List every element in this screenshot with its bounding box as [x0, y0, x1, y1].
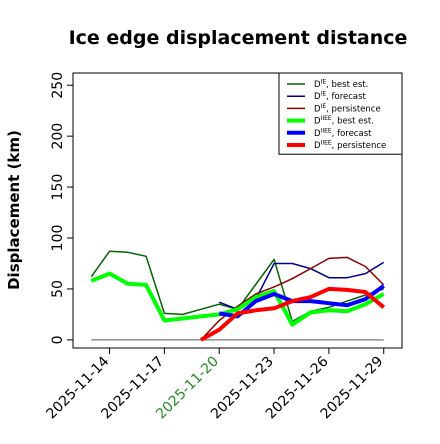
y-tick-label: 100 — [50, 225, 66, 252]
y-tick-label: 0 — [50, 335, 66, 344]
series-line-3 — [90, 271, 385, 327]
legend-label: DIIEE, best est. — [314, 115, 374, 127]
legend-label: DIIEE, persistence — [314, 140, 386, 152]
legend-label: DIE, persistence — [314, 103, 381, 115]
plot-frame — [72, 72, 403, 349]
y-tick-label: 250 — [50, 72, 66, 99]
series-layer — [90, 250, 385, 342]
chart-title: Ice edge displacement distance — [69, 27, 408, 49]
legend-label: DIE, best est. — [314, 79, 368, 91]
y-tick-label: 150 — [50, 174, 66, 201]
y-tick-label: 200 — [50, 123, 66, 150]
series-line-5 — [199, 286, 385, 342]
y-axis: 0 50 100 150 200 250 — [50, 72, 73, 344]
legend-box — [278, 72, 403, 155]
y-axis-label: Displacement (km) — [5, 130, 23, 290]
legend-label: DIE, forecast — [314, 91, 367, 103]
legend-label: DIIEE, forecast — [314, 127, 372, 139]
y-tick-label: 50 — [50, 280, 66, 298]
x-axis: 2025-11-142025-11-172025-11-202025-11-23… — [44, 348, 387, 422]
